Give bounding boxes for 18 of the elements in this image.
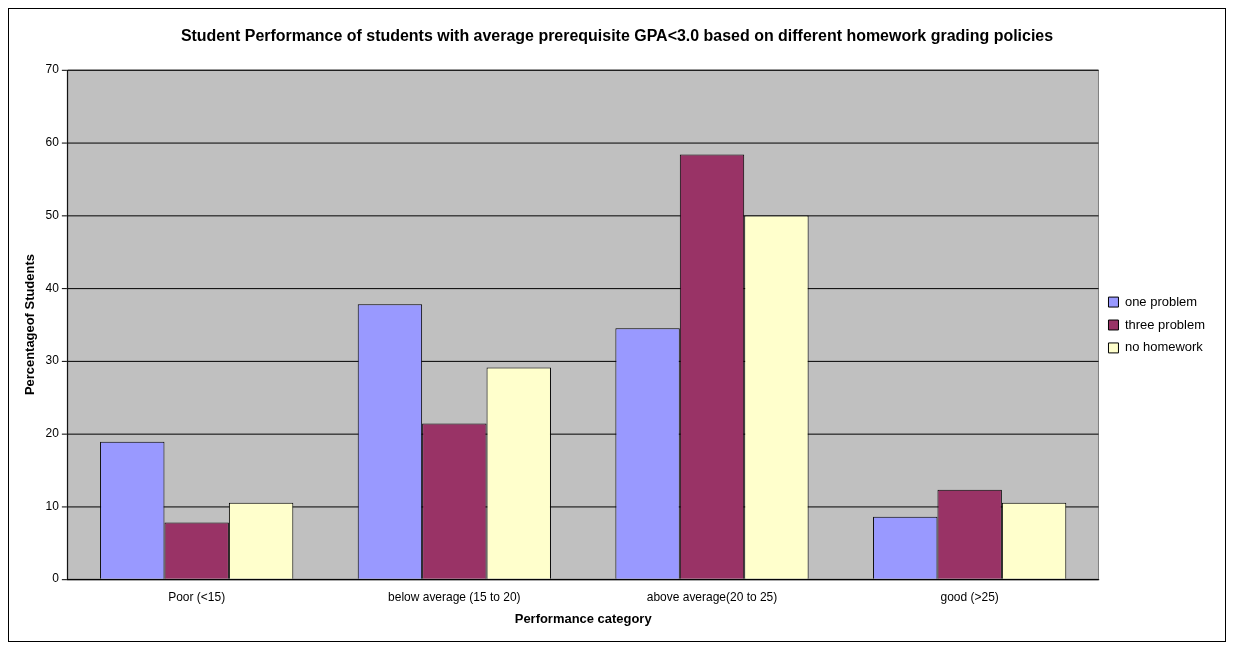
x-tick-label: above average(20 to 25) <box>646 589 778 604</box>
y-axis-title: Percentageof Students <box>22 254 38 396</box>
x-tick-label: Poor (<15) <box>168 589 226 604</box>
legend-label: one problem <box>1124 293 1198 309</box>
y-tick-label: 20 <box>45 426 60 441</box>
legend-label: no homework <box>1124 339 1204 355</box>
x-tick-label: good (>25) <box>940 589 999 604</box>
x-tick-label: below average (15 to 20) <box>388 589 521 604</box>
y-tick-label: 30 <box>45 353 60 368</box>
y-tick-label: 50 <box>45 207 60 222</box>
y-tick-label: 40 <box>45 280 60 295</box>
y-tick-label: 0 <box>52 571 60 586</box>
chart-title: Student Performance of students with average prerequisite GPA<3.0 based on different homework grading policies <box>180 26 1054 44</box>
y-tick-label: 60 <box>45 135 60 150</box>
y-tick-label: 10 <box>45 498 60 513</box>
y-tick-label: 70 <box>45 62 60 77</box>
x-axis-title: Performance category <box>514 610 653 626</box>
legend-label: three problem <box>1124 316 1205 332</box>
